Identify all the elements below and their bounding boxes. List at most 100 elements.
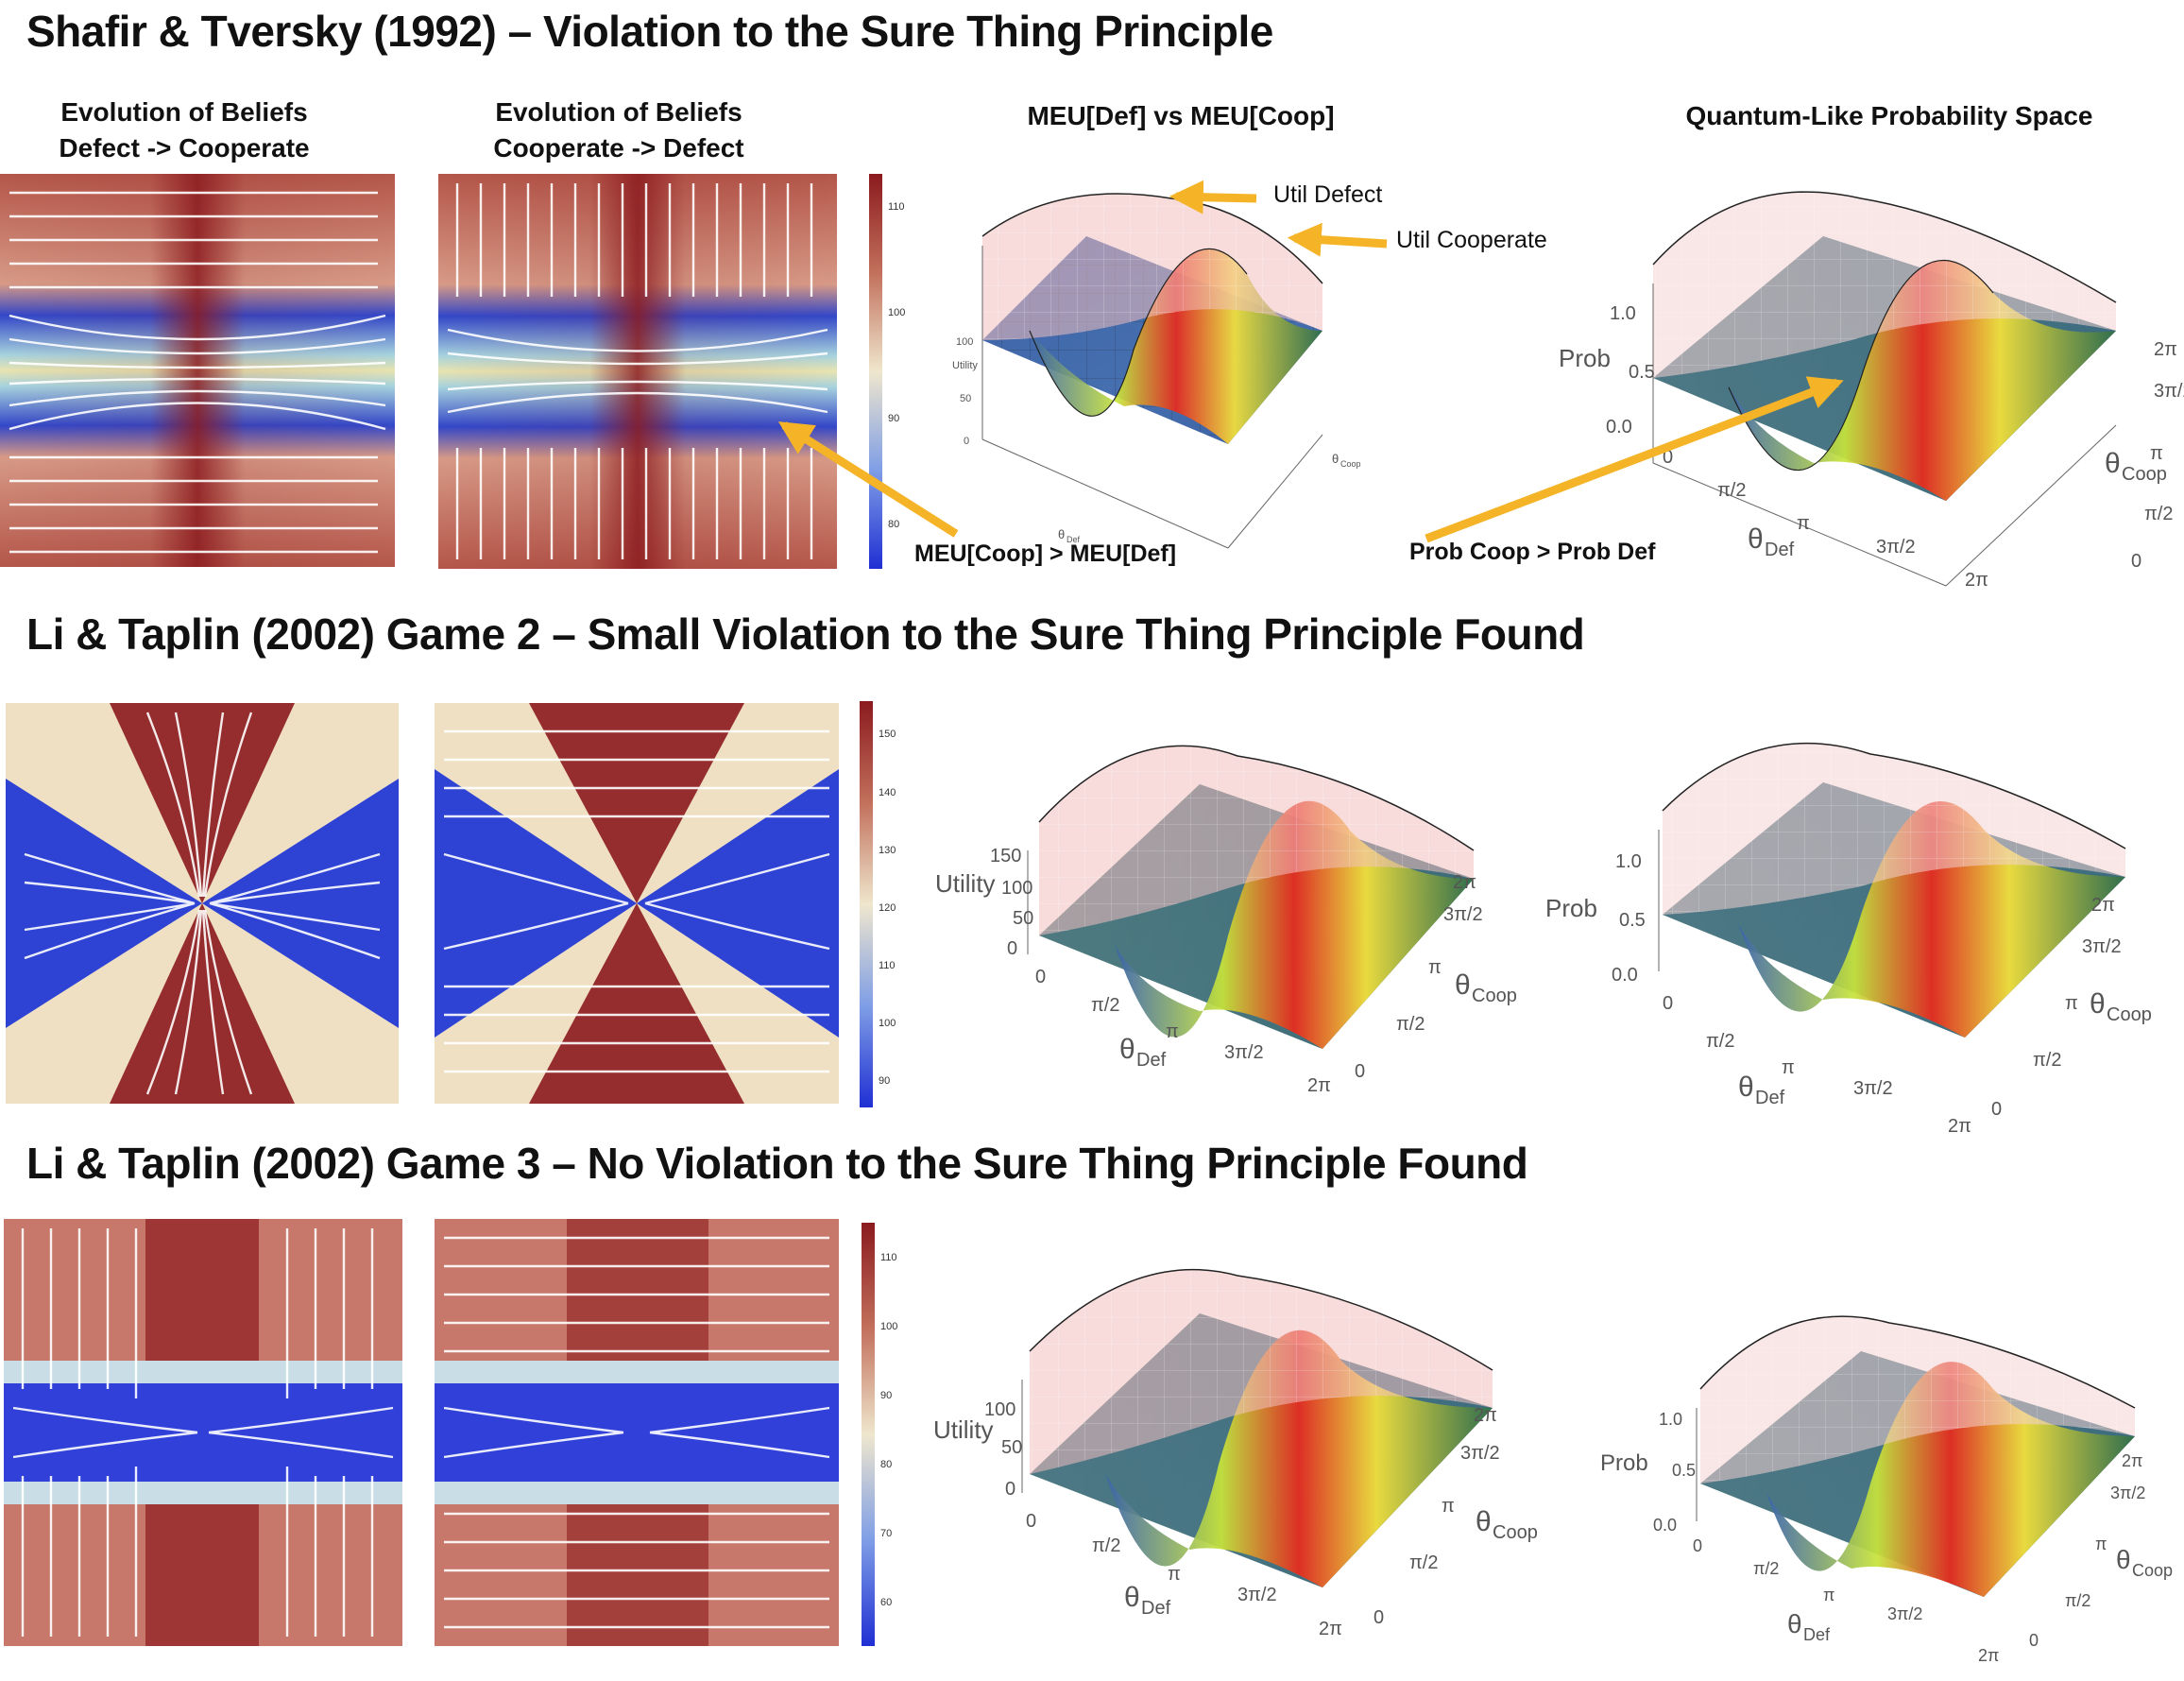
z-tick: 50 — [1013, 908, 1033, 929]
x-axis-sub: Def — [1136, 1050, 1167, 1071]
x-tick: π/2 — [1753, 1559, 1779, 1578]
y-axis-label: θ — [1455, 969, 1471, 1001]
x-axis-sub: Def — [1755, 1088, 1785, 1108]
z-axis-label: Prob — [1559, 344, 1611, 372]
y-axis-sub: Coop — [2107, 1004, 2152, 1025]
y-tick: π/2 — [2065, 1591, 2090, 1610]
y-tick: 2π — [1474, 1405, 1497, 1426]
annotation-arrows-row1 — [777, 180, 1844, 543]
x-tick: 3π/2 — [1224, 1042, 1264, 1063]
surface-meu-row2: Utility 0 50 100 150 θ Def θ Coop 0 π/2 … — [935, 745, 1517, 1096]
y-tick: 0 — [2029, 1631, 2039, 1650]
y-tick: 3π/2 — [2082, 936, 2122, 957]
col-title-defect-cooperate: Evolution of Beliefs Defect -> Cooperate — [59, 97, 310, 163]
x-axis-sub: Def — [1803, 1625, 1831, 1644]
z-axis-label: Prob — [1600, 1450, 1648, 1476]
colorbar-tick: 150 — [879, 729, 896, 740]
y-tick: π/2 — [1396, 1014, 1425, 1035]
z-tick: 0.5 — [1619, 910, 1646, 931]
x-tick: 0 — [1035, 967, 1046, 987]
y-tick: 2π — [2091, 895, 2115, 916]
y-tick: π — [2150, 443, 2163, 464]
z-tick: 0.0 — [1612, 965, 1638, 986]
z-tick: 100 — [956, 336, 973, 348]
y-axis-label: θ — [1332, 452, 1339, 466]
colorbar-tick: 70 — [880, 1528, 892, 1539]
z-tick: 1.0 — [1615, 851, 1642, 872]
x-tick: 3π/2 — [1876, 537, 1916, 557]
y-axis-sub: Coop — [1472, 986, 1517, 1006]
colorbar-tick: 80 — [888, 519, 899, 530]
z-tick: 0.0 — [1653, 1516, 1677, 1535]
x-tick: π/2 — [1706, 1031, 1734, 1052]
y-axis-sub: Coop — [1493, 1522, 1538, 1543]
colorbar-row3: 110 100 90 80 70 60 — [862, 1223, 897, 1646]
y-tick: 2π — [1453, 872, 1476, 893]
colorbar-tick: 110 — [880, 1252, 897, 1263]
z-tick: 0.5 — [1629, 362, 1655, 383]
colorbar-tick: 80 — [880, 1459, 892, 1470]
y-axis-label: θ — [2090, 988, 2106, 1020]
z-tick: 0.5 — [1672, 1461, 1696, 1480]
streamfield-cooperate-defect-row3 — [435, 1219, 839, 1646]
x-tick: 0 — [1026, 1511, 1036, 1532]
y-tick: 0 — [2131, 551, 2141, 572]
y-tick: 0 — [1374, 1607, 1384, 1628]
annotation-prob-coop-gt-def: Prob Coop > Prob Def — [1409, 539, 1656, 565]
x-axis-sub: Def — [1765, 540, 1795, 560]
colorbar-row2: 150 140 130 120 110 100 90 — [860, 701, 896, 1107]
surface-meu-row1: Utility 0 50 100 θ Def θ Coop — [952, 193, 1361, 549]
x-tick: 2π — [1948, 1116, 1971, 1137]
surface-prob-row3: Prob 0.0 0.5 1.0 θ Def θ Coop 0 π/2 π 3π… — [1600, 1315, 2173, 1665]
colorbar-tick: 120 — [879, 902, 896, 914]
colorbar-tick: 60 — [880, 1597, 892, 1608]
colorbar-tick: 130 — [879, 845, 896, 856]
x-tick: 0 — [1693, 1536, 1702, 1555]
z-tick: 50 — [1001, 1437, 1022, 1458]
z-axis-label: Utility — [933, 1415, 994, 1444]
z-tick: 1.0 — [1659, 1410, 1682, 1429]
col-title-meu: MEU[Def] vs MEU[Coop] — [1027, 101, 1335, 130]
x-tick: 2π — [1978, 1646, 1999, 1665]
annotation-util-cooperate: Util Cooperate — [1396, 227, 1547, 253]
colorbar-tick: 90 — [879, 1075, 890, 1087]
x-tick: π — [1797, 513, 1810, 534]
y-tick: π — [1442, 1496, 1455, 1517]
z-tick: 1.0 — [1610, 303, 1636, 324]
x-axis-label: θ — [1119, 1034, 1135, 1065]
annotation-meu-coop-gt-def: MEU[Coop] > MEU[Def] — [914, 540, 1177, 567]
y-axis-sub: Coop — [1340, 459, 1361, 469]
y-axis-label: θ — [2105, 448, 2121, 479]
y-tick: 0 — [1991, 1099, 2002, 1120]
y-tick: 3π/2 — [2154, 381, 2184, 402]
y-axis-label: θ — [2116, 1545, 2131, 1574]
y-tick: 2π — [2154, 339, 2177, 360]
streamfield-cooperate-defect-row1 — [438, 174, 837, 569]
x-tick: 3π/2 — [1237, 1585, 1277, 1605]
colorbar-tick: 100 — [880, 1321, 897, 1332]
y-tick: π/2 — [1409, 1552, 1438, 1573]
colorbar-tick: 90 — [888, 413, 899, 424]
row-2-title: Li & Taplin (2002) Game 2 – Small Violat… — [26, 609, 1585, 659]
streamfield-defect-cooperate-row3 — [4, 1219, 402, 1646]
surface-prob-row2: Prob 0.0 0.5 1.0 θ Def θ Coop 0 π/2 π 3π… — [1545, 742, 2152, 1137]
col-title-cooperate-defect: Evolution of Beliefs Cooperate -> Defect — [493, 97, 744, 163]
x-tick: π/2 — [1717, 480, 1746, 501]
x-axis-label: θ — [1058, 527, 1065, 541]
colorbar-tick: 90 — [880, 1390, 892, 1401]
y-axis-sub: Coop — [2122, 464, 2167, 485]
y-tick: 3π/2 — [2110, 1484, 2145, 1502]
y-axis-sub: Coop — [2132, 1561, 2173, 1580]
x-tick: 3π/2 — [1887, 1604, 1922, 1623]
z-tick: 0 — [964, 436, 969, 447]
y-tick: 0 — [1355, 1061, 1365, 1082]
z-tick: 50 — [960, 393, 971, 404]
colorbar-tick: 110 — [888, 201, 905, 213]
y-tick: 3π/2 — [1460, 1443, 1500, 1464]
x-tick: π — [1166, 1021, 1179, 1042]
surface-meu-row3: Utility 0 50 100 θ Def θ Coop 0 π/2 π 3π… — [933, 1268, 1538, 1639]
colorbar-tick: 140 — [879, 787, 896, 798]
streamfield-defect-cooperate-row1 — [0, 174, 395, 567]
z-axis-label: Utility — [952, 360, 978, 371]
x-axis-sub: Def — [1066, 535, 1081, 544]
